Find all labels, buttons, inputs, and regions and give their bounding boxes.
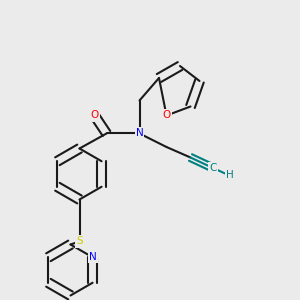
Text: C: C (209, 163, 217, 173)
Text: O: O (162, 110, 171, 121)
Text: S: S (76, 236, 83, 247)
Text: N: N (89, 252, 97, 262)
Text: H: H (226, 170, 233, 181)
Text: N: N (136, 128, 143, 139)
Text: O: O (90, 110, 99, 121)
